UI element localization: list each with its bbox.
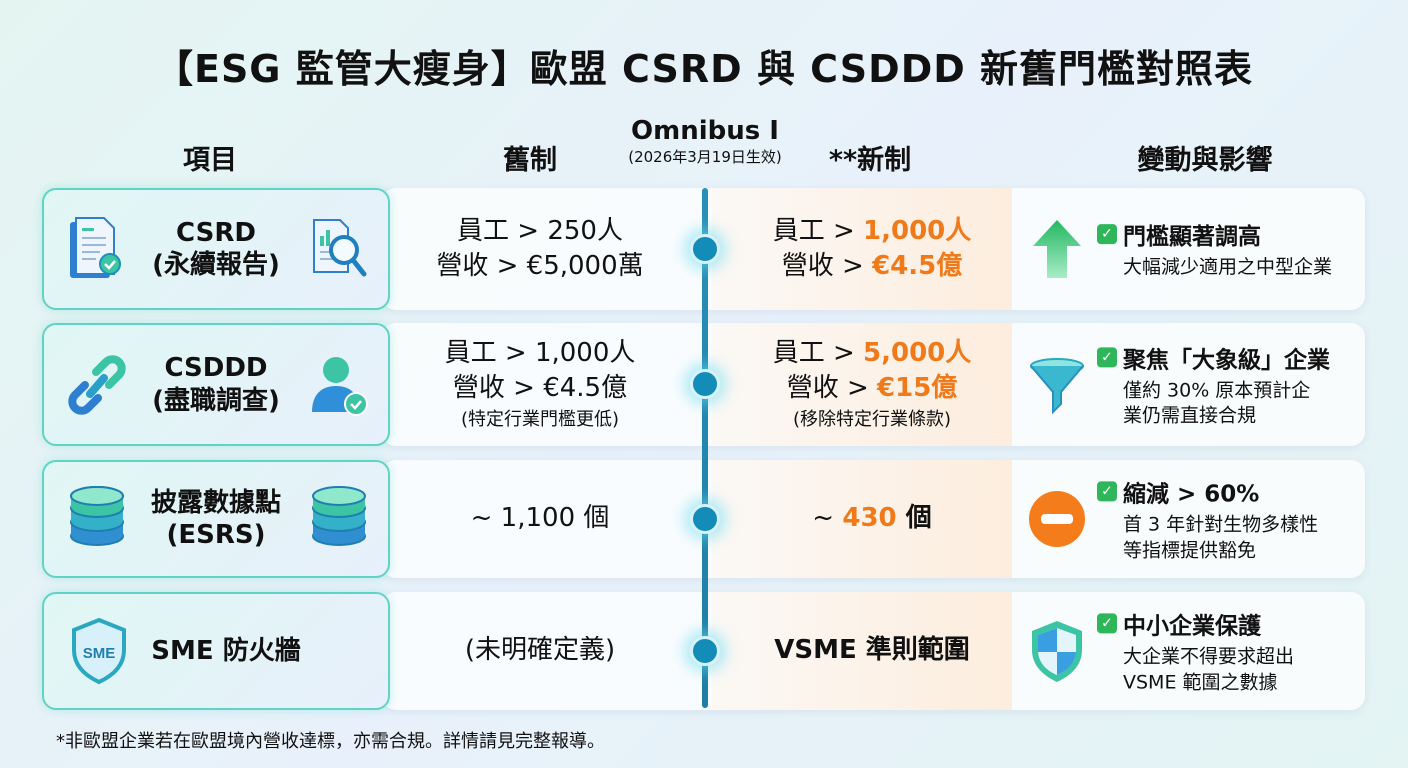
- new-rule: VSME 準則範圍: [722, 592, 1022, 710]
- omnibus-label: Omnibus I: [631, 116, 779, 146]
- new-tint: [712, 592, 1012, 710]
- old-revenue: 營收 > €5,000萬: [436, 251, 644, 281]
- item-title: CSDDD: [164, 353, 268, 383]
- new-tint: [712, 188, 1012, 310]
- item-card: CSDDD (盡職調查): [42, 323, 390, 446]
- report-document-icon: [70, 217, 121, 278]
- impact-desc: 大幅減少適用之中型企業: [1123, 256, 1333, 279]
- new-label: 營收 >: [781, 251, 873, 281]
- item-subtitle: (ESRS): [166, 520, 266, 550]
- item-subtitle: (盡職調查): [152, 385, 280, 416]
- item-title: 披露數據點: [150, 487, 281, 518]
- impact-title: 縮減 > 60%: [1123, 481, 1260, 508]
- new-definition: VSME 準則範圍: [774, 635, 970, 666]
- old-rule: ~ 1,100 個: [390, 460, 690, 578]
- old-rule: 員工 > 250人 營收 > €5,000萬: [390, 188, 690, 310]
- new-rule: 員工 > 1,000人 營收 > €4.5億: [722, 188, 1022, 310]
- item-subtitle: (永續報告): [152, 250, 280, 280]
- impact-title: 門檻顯著調高: [1123, 224, 1261, 251]
- item-name: CSDDD (盡職調查): [124, 325, 308, 444]
- row-sme: SME SME 防火牆 (未明確定義) VSME 準則範圍 ✓ 中小企業保護大企業…: [42, 592, 1365, 710]
- timeline-line: [702, 188, 708, 708]
- timeline-dot: [690, 636, 720, 666]
- new-label: 員工 >: [772, 215, 864, 246]
- impact-desc: VSME 範圍之數據: [1123, 671, 1278, 693]
- item-card: 披露數據點 (ESRS): [42, 460, 390, 578]
- omnibus-date: (2026年3月19日生效): [628, 148, 782, 166]
- impact-desc: 業仍需直接合規: [1123, 404, 1257, 427]
- footnote: *非歐盟企業若在歐盟境內營收達標，亦需合規。詳情請見完整報導。: [56, 731, 605, 752]
- old-revenue: 營收 > €4.5億: [452, 373, 628, 404]
- impact-desc: 大企業不得要求超出: [1123, 645, 1295, 668]
- check-icon: ✓: [1097, 481, 1117, 502]
- new-employees: 1,000人: [863, 215, 972, 246]
- header-item: 項目: [183, 145, 237, 176]
- impact-title: 中小企業保護: [1123, 613, 1261, 640]
- row-esrs: 披露數據點 (ESRS) ~ 1,100 個 ~ 430 個 ✓ 縮減 > 60% 首…: [42, 460, 1365, 578]
- item-name: CSRD (永續報告): [124, 190, 308, 308]
- shield-icon: [1032, 621, 1082, 682]
- database-icon: [70, 486, 124, 546]
- timeline-dot: [690, 369, 720, 399]
- item-name: SME 防火牆: [84, 594, 368, 708]
- header-old: 舊制: [503, 145, 557, 176]
- impact-title: 聚焦「大象級」企業: [1123, 346, 1330, 373]
- minus-circle-icon: [1029, 491, 1085, 547]
- row-csddd: CSDDD (盡職調查) 員工 > 1,000人 營收 > €4.5億 (特定行業門檻…: [42, 323, 1365, 446]
- new-tint: [712, 323, 1012, 446]
- new-tint: [712, 460, 1012, 578]
- item-card: CSRD (永續報告): [42, 188, 390, 310]
- new-employees: 5,000人: [863, 338, 972, 369]
- item-card: SME SME 防火牆: [42, 592, 390, 710]
- new-rule: ~ 430 個: [722, 460, 1022, 578]
- row-csrd: CSRD (永續報告) 員工 > 250人 營收 > €5,000萬 員工 > 1,…: [42, 188, 1365, 310]
- old-employees: 員工 > 1,000人: [444, 338, 636, 369]
- header-new: **新制: [828, 145, 912, 176]
- old-rule: 員工 > 1,000人 營收 > €4.5億 (特定行業門檻更低): [390, 323, 690, 446]
- old-datapoints: ~ 1,100 個: [470, 503, 610, 534]
- check-icon: ✓: [1097, 346, 1117, 367]
- new-label: ~: [812, 503, 843, 534]
- new-note: (移除特定行業條款): [792, 409, 952, 431]
- new-label: 營收 >: [786, 373, 878, 404]
- new-rule: 員工 > 5,000人 營收 > €15億 (移除特定行業條款): [722, 323, 1022, 446]
- old-rule: (未明確定義): [390, 592, 690, 710]
- old-employees: 員工 > 250人: [457, 215, 623, 246]
- timeline-dot: [690, 504, 720, 534]
- old-definition: (未明確定義): [464, 635, 616, 666]
- impact-desc: 等指標提供豁免: [1123, 539, 1257, 561]
- new-revenue: €4.5億: [872, 251, 963, 281]
- old-note: (特定行業門檻更低): [460, 409, 620, 431]
- new-datapoints: 430: [842, 503, 897, 534]
- header-impact: 變動與影響: [1137, 145, 1273, 176]
- chart-search-icon: [313, 219, 367, 277]
- impact: ✓ 門檻顯著調高大幅減少適用之中型企業: [1027, 188, 1367, 310]
- new-label: 員工 >: [772, 338, 864, 369]
- new-unit: 個: [896, 503, 932, 534]
- check-icon: ✓: [1097, 613, 1117, 634]
- item-title: CSRD: [176, 217, 256, 248]
- item-title: SME 防火牆: [151, 635, 301, 666]
- arrow-up-icon: [1033, 220, 1081, 278]
- user-check-icon: [312, 356, 368, 416]
- new-revenue: €15億: [877, 373, 958, 404]
- sme-shield-icon: SME: [72, 617, 126, 685]
- funnel-icon: [1030, 357, 1084, 414]
- timeline-dot: [690, 234, 720, 264]
- database-icon: [312, 486, 366, 546]
- header-omnibus: Omnibus I (2026年3月19日生效): [580, 116, 830, 167]
- svg-text:SME: SME: [83, 645, 116, 662]
- impact: ✓ 縮減 > 60% 首 3 年針對生物多樣性 等指標提供豁免: [1027, 460, 1367, 578]
- impact-desc: 首 3 年針對生物多樣性: [1123, 513, 1319, 536]
- impact: ✓ 中小企業保護大企業不得要求超出 VSME 範圍之數據: [1027, 592, 1367, 710]
- impact: ✓ 聚焦「大象級」企業僅約 30% 原本預計企 業仍需直接合規: [1027, 323, 1367, 446]
- page-title: 【ESG 監管大瘦身】歐盟 CSRD 與 CSDDD 新舊門檻對照表: [154, 47, 1254, 91]
- chain-link-icon: [68, 354, 126, 415]
- item-name: 披露數據點 (ESRS): [124, 462, 308, 576]
- check-icon: ✓: [1097, 224, 1117, 245]
- impact-desc: 僅約 30% 原本預計企: [1123, 378, 1311, 401]
